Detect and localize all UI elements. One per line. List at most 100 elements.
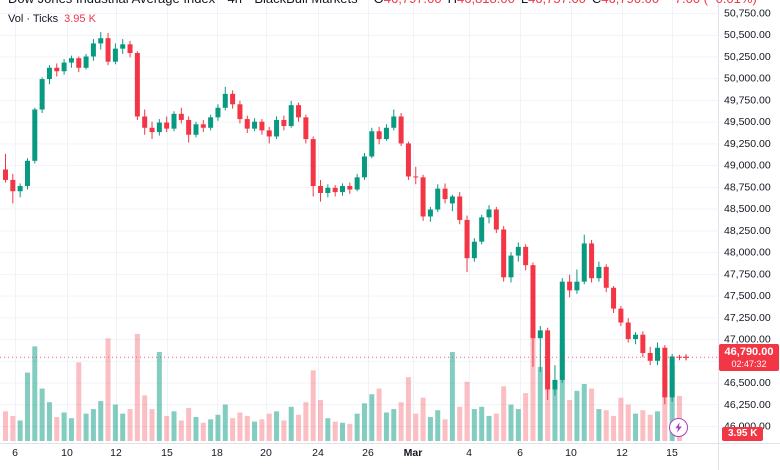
time-tick-label: 26 xyxy=(362,447,374,459)
candle-body xyxy=(17,186,23,192)
candle-body xyxy=(32,109,38,161)
candle-body xyxy=(523,246,529,266)
time-tick-label: 12 xyxy=(616,447,628,459)
volume-bar xyxy=(413,413,419,441)
volume-indicator-label[interactable]: Vol · Ticks xyxy=(8,13,59,25)
candle-body xyxy=(215,107,221,118)
candle-body xyxy=(339,186,345,193)
volume-bar xyxy=(552,388,558,441)
volume-bar xyxy=(46,402,52,441)
candle-body xyxy=(68,58,74,63)
volume-bar xyxy=(68,418,74,441)
candle-body xyxy=(361,156,367,178)
candle-body xyxy=(493,209,499,230)
candle-body xyxy=(156,122,162,133)
price-tick-label: 50,250.00 xyxy=(724,51,771,63)
time-tick-label: 20 xyxy=(260,447,272,459)
volume-bar xyxy=(332,421,338,441)
high-label: H xyxy=(448,0,457,6)
candle-body xyxy=(178,113,184,120)
legend-separator: · xyxy=(246,0,250,6)
volume-bar xyxy=(325,418,331,441)
volume-bar xyxy=(603,410,609,441)
candle-body xyxy=(552,379,558,390)
candle-body xyxy=(530,265,536,339)
volume-bar xyxy=(83,413,89,441)
volume-bar xyxy=(193,417,199,441)
candle-body xyxy=(193,124,199,135)
volume-bar xyxy=(420,397,426,441)
symbol-title[interactable]: Dow Jones Industrial Average Index xyxy=(8,0,215,6)
price-gridlines xyxy=(0,13,718,427)
candle-body xyxy=(252,121,258,129)
volume-bar xyxy=(354,413,360,441)
volume-bar xyxy=(574,390,580,441)
candle-body xyxy=(296,105,302,118)
time-tick-label: 4 xyxy=(466,447,472,459)
volume-bar xyxy=(259,419,265,441)
time-tick-label: 15 xyxy=(666,447,678,459)
volume-indicator-legend: Vol · Ticks 3.95 K xyxy=(8,13,96,25)
volume-bar xyxy=(310,370,316,441)
candle-body xyxy=(46,67,52,80)
time-tick-label: 10 xyxy=(565,447,577,459)
low-label: L xyxy=(521,0,528,6)
time-tick-label: 6 xyxy=(517,447,523,459)
change-value: −7.00 (−0.01%) xyxy=(667,0,757,6)
candle-body xyxy=(413,176,419,178)
volume-bar xyxy=(669,365,675,441)
time-axis-labels[interactable]: 6 10 12 15 18 20 24 26 Mar 4 6 10 12 15 xyxy=(12,447,678,459)
candle-body xyxy=(398,116,404,144)
volume-bars xyxy=(3,331,682,441)
volume-bar xyxy=(493,413,499,441)
volume-bar xyxy=(581,384,587,441)
volume-bar xyxy=(112,404,118,441)
candle-body xyxy=(596,266,602,279)
candle-body xyxy=(537,330,543,339)
volume-bar xyxy=(208,419,214,441)
time-tick-label: 18 xyxy=(211,447,223,459)
candle-body xyxy=(171,113,177,129)
volume-bar xyxy=(10,415,16,441)
volume-bar xyxy=(90,409,96,441)
volume-bar xyxy=(515,409,521,441)
price-tick-label: 47,750.00 xyxy=(724,268,771,280)
volume-bar xyxy=(633,413,639,441)
candle-body xyxy=(164,122,170,129)
volume-bar xyxy=(54,417,60,441)
candle-body xyxy=(134,52,140,117)
candle-body xyxy=(332,187,338,193)
current-price-badge: 46,790.00 02:47:32 xyxy=(719,344,779,371)
volume-indicator-value: 3.95 K xyxy=(64,13,96,25)
volume-bar xyxy=(164,415,170,441)
price-tick-label: 46,500.00 xyxy=(724,377,771,389)
time-tick-label: 6 xyxy=(12,447,18,459)
volume-bar xyxy=(611,415,617,441)
candle-body xyxy=(90,43,96,57)
volume-bar xyxy=(486,415,492,441)
volume-bar xyxy=(471,409,477,441)
candle-body xyxy=(464,219,470,259)
volume-bar xyxy=(39,388,45,441)
volume-bar xyxy=(61,412,67,441)
candle-body xyxy=(435,188,441,210)
volume-bar xyxy=(449,352,455,441)
price-tick-label: 49,750.00 xyxy=(724,94,771,106)
candle-body xyxy=(545,330,551,390)
volume-bar xyxy=(215,414,221,441)
close-value: 46,790.00 xyxy=(601,0,659,6)
volume-bar xyxy=(3,411,8,441)
volume-bar xyxy=(134,333,140,441)
interval-label[interactable]: 4h xyxy=(228,0,242,6)
candle-body xyxy=(266,130,272,137)
candle-body xyxy=(200,124,206,128)
candle-body xyxy=(449,196,455,204)
exchange-label[interactable]: BlackBull Markets xyxy=(254,0,357,6)
open-label: O xyxy=(374,0,384,6)
volume-bar xyxy=(457,406,463,441)
market-status-button[interactable] xyxy=(669,418,688,437)
candle-body xyxy=(479,217,485,242)
volume-bar xyxy=(252,421,258,441)
